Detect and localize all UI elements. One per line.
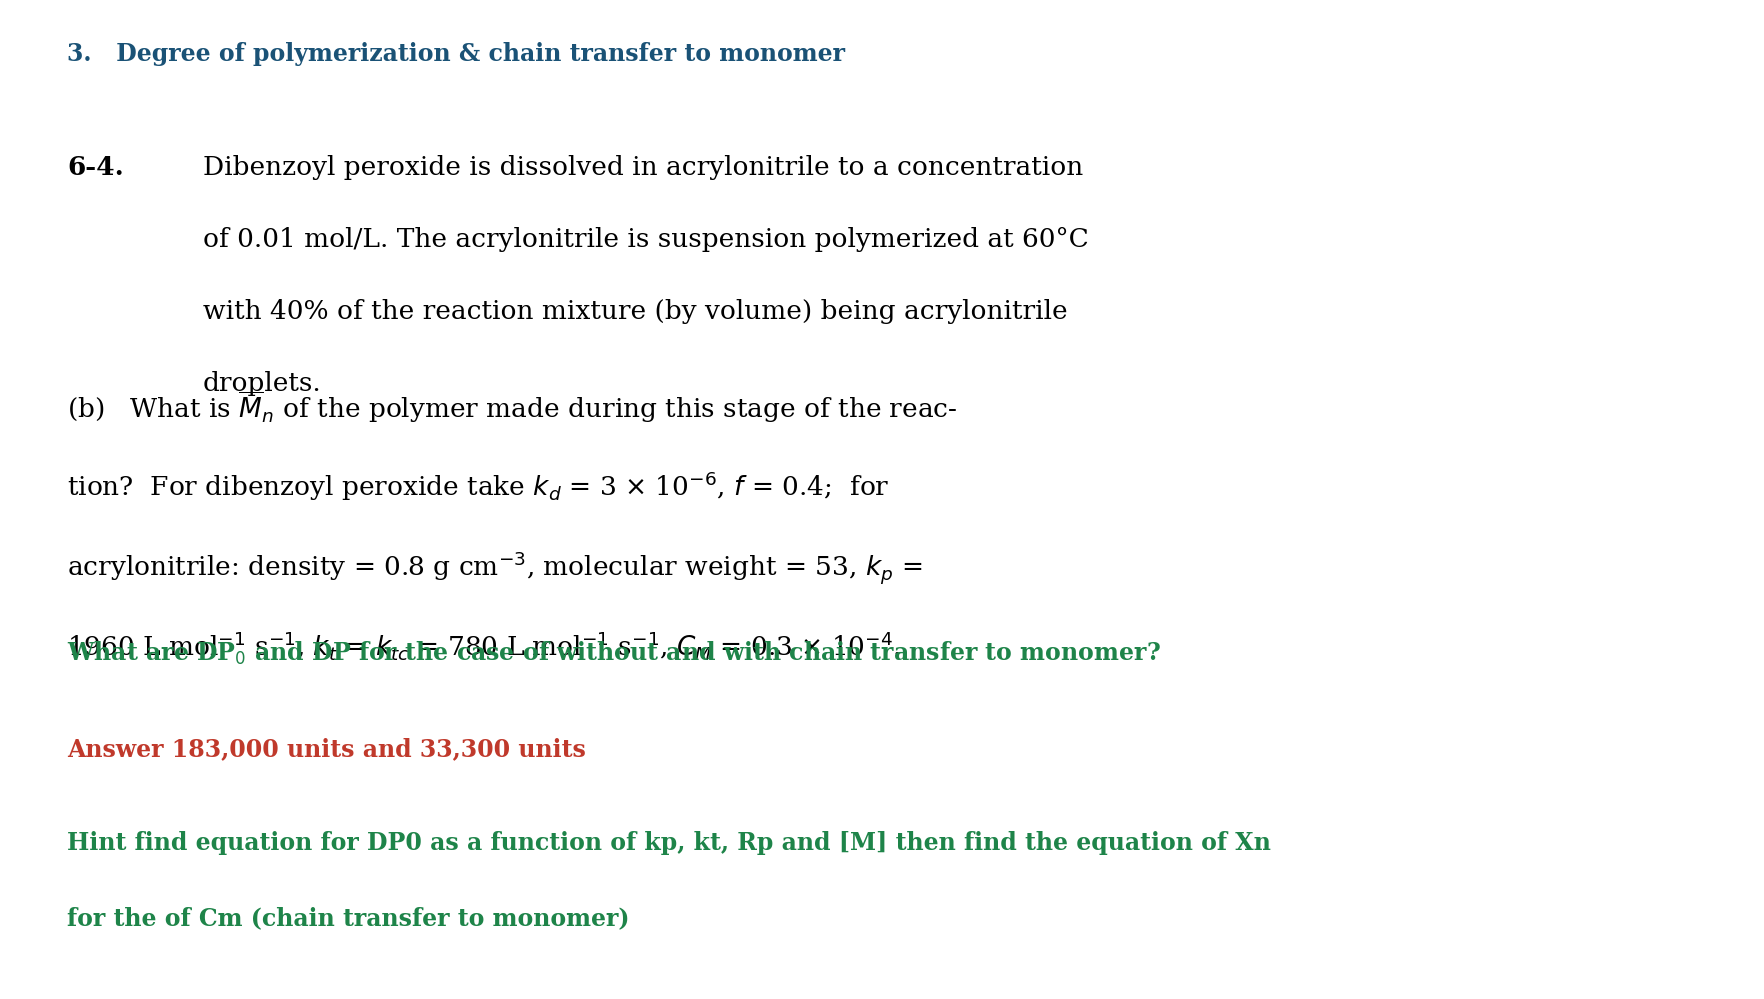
Text: droplets.: droplets. xyxy=(203,371,321,396)
Text: 1960 L mol$^{-1}$ s$^{-1}$, $k_t$ = $k_{tc}$ = 780 L mol$^{-1}$ s$^{-1}$, $C_M$ : 1960 L mol$^{-1}$ s$^{-1}$, $k_t$ = $k_{… xyxy=(67,629,900,662)
Text: What are DP$_0$ and DP for the case of without and with chain transfer to monome: What are DP$_0$ and DP for the case of w… xyxy=(67,639,1161,666)
Text: 6-4.: 6-4. xyxy=(67,155,123,180)
Text: for the of Cm (chain transfer to monomer): for the of Cm (chain transfer to monomer… xyxy=(67,906,630,930)
Text: (b)   What is $\overline{M}_n$ of the polymer made during this stage of the reac: (b) What is $\overline{M}_n$ of the poly… xyxy=(67,390,958,426)
Text: acrylonitrile: density = 0.8 g cm$^{-3}$, molecular weight = 53, $k_p$ =: acrylonitrile: density = 0.8 g cm$^{-3}$… xyxy=(67,549,923,586)
Text: 3.   Degree of polymerization & chain transfer to monomer: 3. Degree of polymerization & chain tran… xyxy=(67,42,845,66)
Text: Hint find equation for DP0 as a function of kp, kt, Rp and [M] then find the equ: Hint find equation for DP0 as a function… xyxy=(67,831,1270,855)
Text: with 40% of the reaction mixture (by volume) being acrylonitrile: with 40% of the reaction mixture (by vol… xyxy=(203,299,1067,324)
Text: Answer 183,000 units and 33,300 units: Answer 183,000 units and 33,300 units xyxy=(67,737,586,761)
Text: Dibenzoyl peroxide is dissolved in acrylonitrile to a concentration: Dibenzoyl peroxide is dissolved in acryl… xyxy=(203,155,1083,180)
Text: of 0.01 mol/L. The acrylonitrile is suspension polymerized at 60°C: of 0.01 mol/L. The acrylonitrile is susp… xyxy=(203,227,1088,252)
Text: tion?  For dibenzoyl peroxide take $k_d$ = 3 $\times$ 10$^{-6}$, $f$ = 0.4;  for: tion? For dibenzoyl peroxide take $k_d$ … xyxy=(67,470,889,503)
